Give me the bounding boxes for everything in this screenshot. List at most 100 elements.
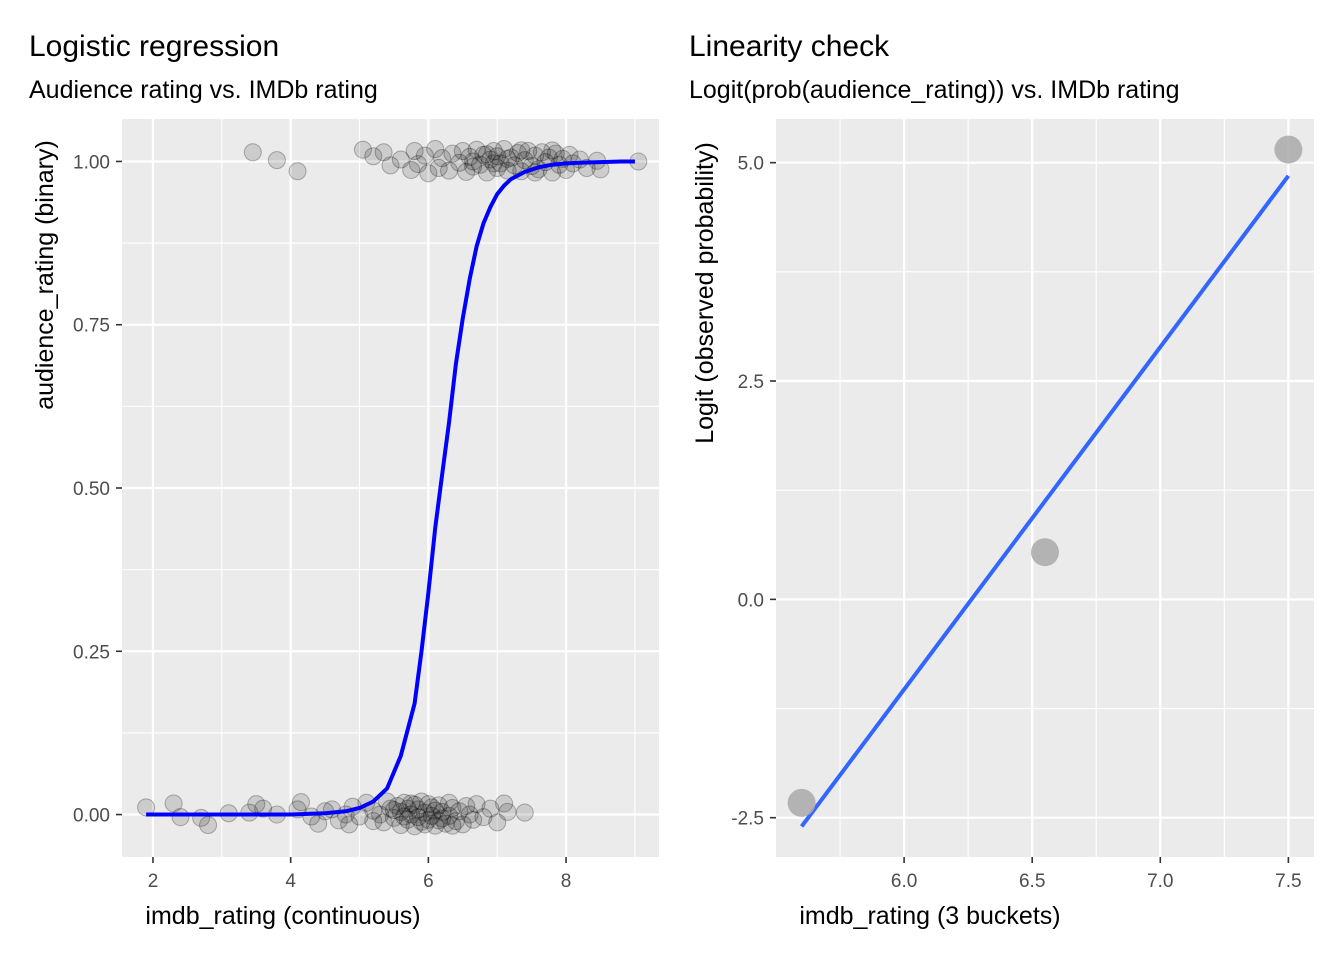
data-point bbox=[498, 802, 517, 821]
data-point bbox=[474, 145, 493, 164]
data-point bbox=[460, 805, 479, 824]
y-tick-label: -2.5 bbox=[731, 809, 764, 830]
data-point bbox=[199, 815, 218, 834]
x-tick-label: 7.0 bbox=[1147, 871, 1173, 892]
data-point bbox=[374, 813, 393, 832]
data-point bbox=[488, 147, 507, 166]
right-x-axis-title: imdb_rating (3 buckets) bbox=[799, 902, 1060, 930]
data-point bbox=[543, 141, 562, 160]
y-tick-label: 0.50 bbox=[73, 479, 110, 500]
data-point bbox=[436, 814, 455, 833]
data-point bbox=[440, 161, 459, 180]
right-points bbox=[787, 135, 1303, 817]
data-point bbox=[429, 158, 448, 177]
data-point bbox=[395, 793, 414, 812]
data-point bbox=[419, 164, 438, 183]
data-point bbox=[450, 153, 469, 172]
right-chart-subtitle: Logit(prob(audience_rating)) vs. IMDb ra… bbox=[689, 76, 1180, 104]
data-point bbox=[453, 815, 472, 834]
data-point bbox=[508, 143, 527, 162]
data-point bbox=[429, 796, 448, 815]
left-y-axis-title: audience_rating (binary) bbox=[31, 140, 59, 410]
right-y-axis-title: Logit (observed probability) bbox=[691, 142, 719, 444]
data-point bbox=[412, 792, 431, 811]
right-chart-title: Linearity check bbox=[689, 30, 890, 63]
data-point bbox=[433, 149, 452, 168]
data-point bbox=[481, 799, 500, 818]
data-point bbox=[471, 155, 489, 174]
data-point bbox=[440, 806, 459, 825]
data-point bbox=[402, 160, 421, 179]
data-point bbox=[464, 157, 483, 176]
data-point bbox=[371, 805, 390, 824]
data-point bbox=[484, 142, 503, 161]
right-plot-panel bbox=[776, 119, 1314, 857]
data-point bbox=[409, 808, 428, 827]
data-point bbox=[374, 143, 393, 162]
data-point bbox=[495, 140, 514, 159]
data-point bbox=[457, 162, 476, 181]
data-point bbox=[340, 815, 359, 834]
data-point bbox=[288, 162, 307, 181]
y-tick-label: 0.75 bbox=[73, 316, 110, 337]
data-point bbox=[415, 815, 434, 834]
data-point bbox=[381, 156, 400, 175]
x-tick-label: 2 bbox=[148, 871, 159, 892]
data-point bbox=[495, 794, 514, 813]
data-point bbox=[477, 163, 496, 182]
data-point bbox=[488, 813, 507, 832]
data-point bbox=[426, 140, 445, 159]
left-x-axis-title: imdb_rating (continuous) bbox=[145, 902, 420, 930]
right-y-ticks: -2.5 0.0 2.5 5.0 bbox=[731, 154, 776, 830]
data-point bbox=[460, 147, 479, 166]
data-point bbox=[419, 810, 438, 829]
data-point bbox=[137, 798, 156, 817]
data-point bbox=[477, 145, 496, 164]
right-x-ticks: 6.0 6.5 7.0 7.5 bbox=[891, 857, 1302, 892]
data-point bbox=[526, 146, 545, 165]
data-point bbox=[391, 815, 410, 834]
data-point bbox=[433, 809, 452, 828]
data-point bbox=[484, 154, 503, 173]
data-point bbox=[440, 793, 459, 812]
data-point bbox=[457, 797, 476, 816]
data-point bbox=[1031, 538, 1059, 567]
data-point bbox=[426, 801, 445, 820]
data-point bbox=[1274, 135, 1303, 164]
x-tick-label: 6.0 bbox=[891, 871, 917, 892]
x-tick-label: 6 bbox=[423, 871, 434, 892]
left-y-ticks: 0.00 0.25 0.50 0.75 1.00 bbox=[73, 152, 122, 827]
data-point bbox=[405, 817, 424, 836]
y-tick-label: 0.0 bbox=[738, 590, 764, 611]
data-point bbox=[429, 811, 448, 830]
data-point bbox=[395, 807, 414, 826]
data-point bbox=[515, 151, 534, 170]
y-tick-label: 0.00 bbox=[73, 806, 110, 827]
data-point bbox=[422, 806, 441, 825]
data-point bbox=[398, 810, 417, 829]
data-point bbox=[501, 148, 520, 167]
data-point bbox=[391, 802, 410, 821]
data-point bbox=[446, 812, 465, 831]
right-fit-line bbox=[800, 174, 1290, 828]
data-point bbox=[412, 812, 431, 831]
data-point bbox=[498, 149, 517, 168]
left-chart: 2 4 6 8 0.00 0.25 0.50 0.75 1.00 bbox=[73, 119, 659, 892]
data-point bbox=[388, 797, 407, 816]
x-tick-label: 8 bbox=[561, 871, 572, 892]
data-point bbox=[409, 800, 428, 819]
right-chart: 6.0 6.5 7.0 7.5 -2.5 0.0 2.5 5.0 bbox=[731, 119, 1314, 892]
data-point bbox=[467, 795, 486, 814]
data-point bbox=[488, 158, 507, 177]
data-point bbox=[464, 152, 483, 171]
data-point bbox=[450, 802, 469, 821]
data-point bbox=[384, 800, 403, 819]
data-point bbox=[443, 816, 462, 835]
data-point bbox=[481, 150, 500, 169]
right-grid bbox=[776, 119, 1314, 857]
x-tick-label: 4 bbox=[285, 871, 296, 892]
data-point bbox=[364, 147, 383, 166]
data-point bbox=[422, 798, 441, 817]
data-point bbox=[491, 154, 510, 173]
